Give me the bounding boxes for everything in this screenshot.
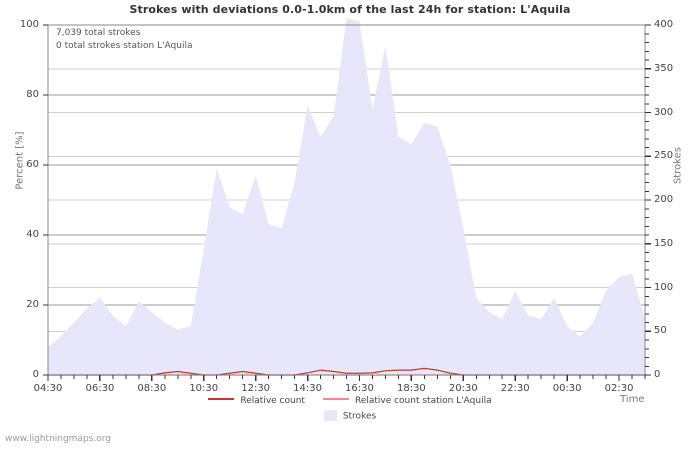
legend-item[interactable]: Relative count xyxy=(208,396,305,407)
legend-row-secondary: Strokes xyxy=(0,410,700,422)
y-tick-label-right: 250 xyxy=(654,150,674,162)
y-tick-label-left: 100 xyxy=(19,19,39,30)
y-tick-label-right: 50 xyxy=(654,325,667,337)
legend-row-primary: Relative count Relative count station L'A… xyxy=(0,396,700,407)
y-tick-label-right: 100 xyxy=(654,281,674,293)
y-tick-label-left: 20 xyxy=(26,299,39,310)
y-tick-label-left: 0 xyxy=(32,369,39,380)
x-tick-label: 22:30 xyxy=(500,383,530,394)
y-tick-label-left: 80 xyxy=(26,89,39,100)
y-tick-label-right: 400 xyxy=(654,19,674,30)
chart-annotation: 7,039 total strokes xyxy=(56,28,141,38)
chart-title: Strokes with deviations 0.0-1.0km of the… xyxy=(129,3,571,16)
y-tick-label-right: 150 xyxy=(654,237,674,249)
x-axis-label: Time xyxy=(620,394,645,405)
legend-item[interactable]: Relative count station L'Aquila xyxy=(322,396,492,407)
legend-item[interactable]: Strokes xyxy=(323,410,377,422)
legend-line-swatch xyxy=(208,398,235,400)
legend-label: Relative count xyxy=(240,396,305,406)
y-tick-label-right: 300 xyxy=(654,106,674,118)
x-tick-label: 08:30 xyxy=(137,383,167,394)
y-tick-label-left: 60 xyxy=(26,159,39,170)
x-tick-label: 06:30 xyxy=(85,383,115,394)
watermark: www.lightningmaps.org xyxy=(5,434,111,444)
y-tick-label-left: 40 xyxy=(26,229,39,240)
x-tick-label: 16:30 xyxy=(345,383,374,394)
x-tick-label: 12:30 xyxy=(241,383,271,394)
x-tick-label: 10:30 xyxy=(189,383,219,394)
chart-annotation: 0 total strokes station L'Aquila xyxy=(56,41,193,51)
x-tick-label: 18:30 xyxy=(396,383,426,394)
x-tick-label: 00:30 xyxy=(552,383,582,394)
legend-line-swatch xyxy=(322,398,349,400)
series-area-strokes xyxy=(48,18,645,375)
y-tick-label-right: 350 xyxy=(654,62,674,74)
x-tick-label: 14:30 xyxy=(293,383,322,394)
y-tick-label-right: 200 xyxy=(654,194,674,205)
legend-label: Relative count station L'Aquila xyxy=(354,396,492,406)
legend-label: Strokes xyxy=(342,411,377,422)
y-tick-label-right: 0 xyxy=(654,369,661,380)
x-tick-label: 20:30 xyxy=(448,383,478,394)
x-tick-label: 04:30 xyxy=(33,383,63,394)
legend-box-swatch xyxy=(323,410,337,421)
x-tick-label: 02:30 xyxy=(604,383,634,394)
